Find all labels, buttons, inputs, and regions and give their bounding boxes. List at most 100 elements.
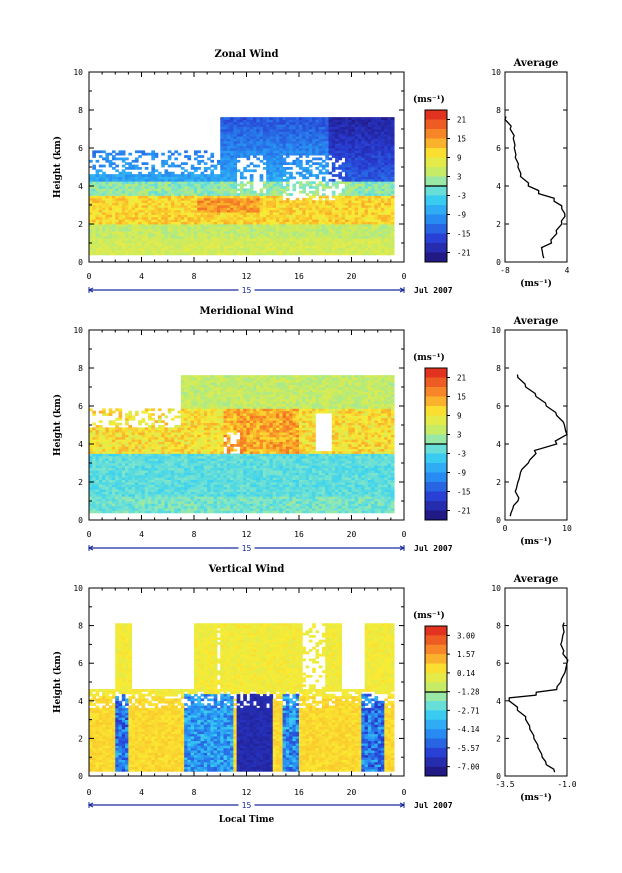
heatmap-cell bbox=[283, 167, 287, 170]
heatmap-cell bbox=[184, 184, 188, 187]
heatmap-cell bbox=[122, 226, 126, 229]
heatmap-cell bbox=[283, 248, 287, 251]
heatmap-cell bbox=[178, 200, 182, 203]
heatmap-cell bbox=[214, 196, 218, 199]
heatmap-cell bbox=[138, 184, 142, 187]
heatmap-cell bbox=[371, 219, 375, 222]
heatmap-cell bbox=[181, 174, 185, 177]
heatmap-cell bbox=[161, 241, 165, 244]
heatmap-cell bbox=[105, 442, 109, 445]
heatmap-cell bbox=[96, 243, 100, 246]
heatmap-cell bbox=[122, 198, 126, 201]
heatmap-cell bbox=[174, 224, 178, 227]
heatmap-cell bbox=[302, 191, 306, 194]
heatmap-cell bbox=[168, 191, 172, 194]
heatmap-cell bbox=[240, 229, 244, 232]
heatmap-cell bbox=[250, 127, 254, 130]
heatmap-cell bbox=[296, 129, 300, 132]
heatmap-cell bbox=[348, 143, 352, 146]
heatmap-cell bbox=[374, 243, 378, 246]
heatmap-cell bbox=[102, 475, 106, 478]
heatmap-cell bbox=[105, 188, 109, 191]
heatmap-cell bbox=[368, 253, 372, 256]
heatmap-cell bbox=[374, 131, 378, 134]
heatmap-cell bbox=[256, 127, 260, 130]
heatmap-cell bbox=[210, 153, 214, 156]
heatmap-cell bbox=[365, 186, 369, 189]
heatmap-cell bbox=[181, 198, 185, 201]
heatmap-cell bbox=[374, 129, 378, 132]
heatmap-cell bbox=[289, 117, 293, 120]
heatmap-cell bbox=[266, 210, 270, 213]
heatmap-cell bbox=[132, 238, 136, 241]
heatmap-cell bbox=[325, 236, 329, 239]
heatmap-cell bbox=[220, 236, 224, 239]
heatmap-cell bbox=[132, 226, 136, 229]
heatmap-cell bbox=[368, 127, 372, 130]
heatmap-cell bbox=[210, 184, 214, 187]
heatmap-cell bbox=[135, 174, 139, 177]
heatmap-cell bbox=[358, 141, 362, 144]
heatmap-cell bbox=[342, 253, 346, 256]
heatmap-cell bbox=[164, 229, 168, 232]
heatmap-cell bbox=[125, 217, 129, 220]
heatmap-cell bbox=[338, 139, 342, 142]
heatmap-cell bbox=[322, 229, 326, 232]
heatmap-cell bbox=[89, 236, 93, 239]
heatmap-cell bbox=[306, 155, 310, 158]
heatmap-cell bbox=[384, 134, 388, 137]
heatmap-cell bbox=[269, 241, 273, 244]
heatmap-cell bbox=[194, 158, 198, 161]
heatmap-cell bbox=[335, 148, 339, 151]
heatmap-cell bbox=[92, 430, 96, 433]
heatmap-cell bbox=[361, 124, 365, 127]
heatmap-cell bbox=[171, 212, 175, 215]
heatmap-cell bbox=[296, 210, 300, 213]
heatmap-cell bbox=[164, 177, 168, 180]
heatmap-cell bbox=[269, 181, 273, 184]
heatmap-cell bbox=[210, 160, 214, 163]
heatmap-cell bbox=[260, 127, 264, 130]
heatmap-cell bbox=[115, 456, 119, 459]
heatmap-cell bbox=[151, 205, 155, 208]
heatmap-cell bbox=[388, 158, 392, 161]
heatmap-cell bbox=[99, 231, 103, 234]
heatmap-cell bbox=[155, 196, 159, 199]
heatmap-cell bbox=[197, 224, 201, 227]
heatmap-cell bbox=[269, 143, 273, 146]
heatmap-cell bbox=[240, 136, 244, 139]
heatmap-cell bbox=[306, 248, 310, 251]
heatmap-cell bbox=[312, 153, 316, 156]
heatmap-cell bbox=[269, 148, 273, 151]
heatmap-cell bbox=[125, 506, 129, 509]
heatmap-cell bbox=[230, 139, 234, 142]
heatmap-cell bbox=[283, 241, 287, 244]
heatmap-cell bbox=[102, 226, 106, 229]
heatmap-cell bbox=[142, 196, 146, 199]
heatmap-cells bbox=[89, 117, 395, 255]
heatmap-cell bbox=[158, 203, 162, 206]
heatmap-cell bbox=[217, 224, 221, 227]
heatmap-cell bbox=[171, 241, 175, 244]
heatmap-cell bbox=[368, 248, 372, 251]
heatmap-cell bbox=[352, 143, 356, 146]
heatmap-cell bbox=[178, 219, 182, 222]
heatmap-cell bbox=[168, 179, 172, 182]
heatmap-cell bbox=[105, 461, 109, 464]
heatmap-cell bbox=[302, 120, 306, 123]
heatmap-cell bbox=[368, 124, 372, 127]
heatmap-cell bbox=[148, 210, 152, 213]
heatmap-cell bbox=[128, 503, 132, 506]
heatmap-cell bbox=[115, 482, 119, 485]
heatmap-cell bbox=[102, 473, 106, 476]
heatmap-cell bbox=[122, 234, 126, 237]
heatmap-cell bbox=[358, 191, 362, 194]
heatmap-cell bbox=[368, 158, 372, 161]
heatmap-cell bbox=[240, 196, 244, 199]
heatmap-cell bbox=[237, 184, 241, 187]
heatmap-cell bbox=[348, 207, 352, 210]
heatmap-cell bbox=[105, 248, 109, 251]
heatmap-cell bbox=[99, 236, 103, 239]
heatmap-cell bbox=[381, 169, 385, 172]
heatmap-cell bbox=[99, 503, 103, 506]
